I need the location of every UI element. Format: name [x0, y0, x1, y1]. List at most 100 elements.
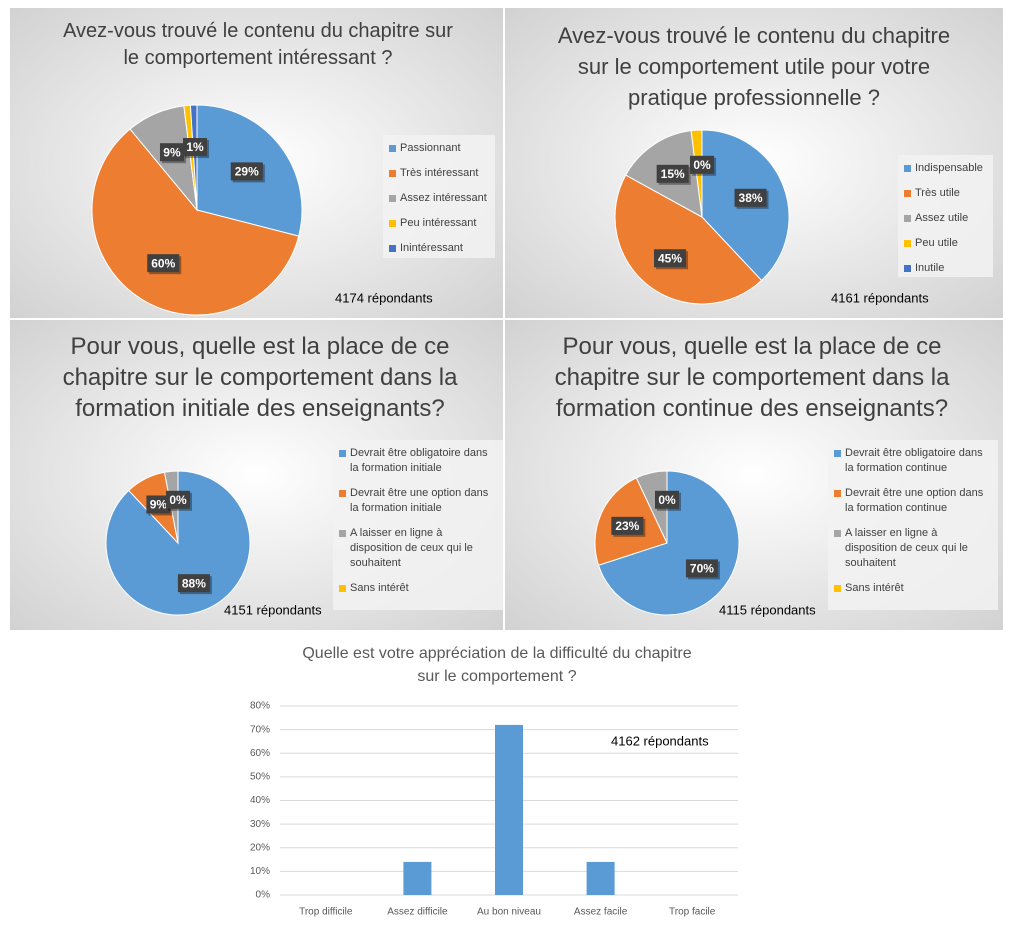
y-tick-label: 70%: [250, 724, 270, 735]
x-tick-label: Assez facile: [574, 907, 628, 918]
legend-swatch: [904, 165, 911, 172]
legend-label: Très intéressant: [400, 167, 479, 179]
data-label-box: [654, 249, 687, 268]
data-label: 0%: [169, 493, 187, 507]
data-label: 70%: [690, 562, 714, 576]
text-box: Avez-vous trouvé le contenu du chapitre …: [557, 23, 951, 110]
annotation: 4151 répondants: [224, 602, 322, 617]
legend-item: Sans intérêt: [339, 581, 497, 596]
text-box: Indispensable Très utile Assez utile Peu ut…: [898, 155, 993, 277]
legend-label: Assez intéressant: [400, 192, 487, 204]
x-tick-label: Trop difficile: [299, 907, 353, 918]
legend-item: Peu utile: [904, 236, 987, 251]
legend-label: A laisser en ligne à disposition de ceux…: [350, 527, 473, 569]
text-box: Pour vous, quelle est la place de ce cha…: [554, 333, 950, 422]
legend-swatch: [389, 170, 396, 177]
x-tick-label: Au bon niveau: [477, 907, 541, 918]
legend-item: A laisser en ligne à disposition de ceux…: [339, 526, 497, 571]
y-tick-label: 20%: [250, 842, 270, 853]
text-box: Passionnant Très intéressant Assez intéres…: [383, 135, 495, 258]
y-tick-label: 10%: [250, 866, 270, 877]
annotation: 4161 répondants: [831, 290, 929, 305]
data-label-box: [159, 143, 184, 162]
data-label-box: [655, 490, 679, 509]
bar: [403, 861, 432, 895]
legend-item: Indispensable: [904, 161, 987, 176]
y-tick-label: 80%: [250, 701, 270, 712]
data-label: 0%: [658, 493, 676, 507]
legend-label: Assez utile: [915, 212, 969, 224]
y-tick-label: 50%: [250, 772, 270, 783]
y-tick-label: 30%: [250, 819, 270, 830]
x-tick-label: Trop facile: [669, 907, 716, 918]
data-label-box: [734, 188, 767, 207]
pie-slice: [91, 128, 300, 316]
bar: [586, 861, 615, 895]
text-box: Devrait être obligatoire dans la formati…: [333, 440, 503, 610]
legend-label: Peu utile: [915, 237, 958, 249]
data-label-box: [230, 162, 263, 181]
legend-swatch: [389, 220, 396, 227]
legend-swatch: [904, 240, 911, 247]
chart-title: Avez-vous trouvé le contenu du chapitre …: [63, 20, 453, 69]
pie-slice: [614, 174, 763, 305]
data-label: 38%: [739, 191, 763, 205]
legend-swatch: [834, 450, 841, 457]
legend-item: Devrait être une option dans la formatio…: [834, 486, 992, 516]
legend-label: Passionnant: [400, 142, 461, 154]
legend-item: Très utile: [904, 186, 987, 201]
legend-item: Inintéressant: [389, 241, 489, 256]
data-label: 29%: [235, 165, 259, 179]
data-label-box: [177, 574, 210, 593]
text-box: Devrait être obligatoire dans la formati…: [828, 440, 998, 610]
legend-item: Passionnant: [389, 141, 489, 156]
legend-swatch: [339, 490, 346, 497]
legend-item: A laisser en ligne à disposition de ceux…: [834, 526, 992, 571]
data-label: 1%: [186, 140, 204, 154]
legend-label: Inutile: [915, 262, 945, 274]
legend: Passionnant Très intéressant Assez intéres…: [383, 135, 495, 258]
data-label: 23%: [615, 519, 639, 533]
legend-swatch: [389, 195, 396, 202]
y-tick-label: 60%: [250, 748, 270, 759]
bar: [495, 724, 523, 895]
annotation: 4115 répondants: [719, 602, 816, 617]
legend-item: Devrait être obligatoire dans la formati…: [339, 446, 497, 476]
data-label: 45%: [658, 251, 682, 265]
chart-title: Pour vous, quelle est la place de ce cha…: [62, 333, 458, 422]
data-label-box: [685, 559, 718, 578]
legend-item: Très intéressant: [389, 166, 489, 181]
legend-label: A laisser en ligne à disposition de ceux…: [845, 527, 968, 569]
legend-swatch: [904, 215, 911, 222]
legend-label: Sans intérêt: [845, 582, 904, 594]
data-label: 88%: [182, 576, 206, 590]
data-label-box: [690, 155, 714, 174]
data-label: 9%: [163, 145, 181, 159]
legend-label: Devrait être obligatoire dans la formati…: [350, 447, 488, 474]
data-label-box: [147, 254, 180, 273]
pie-slice: [189, 104, 198, 211]
legend-item: Assez intéressant: [389, 191, 489, 206]
data-label-box: [656, 164, 689, 183]
pie-slice: [597, 470, 740, 616]
legend-swatch: [904, 265, 911, 272]
legend-swatch: [389, 145, 396, 152]
data-label: 9%: [150, 498, 168, 512]
text-box: Pour vous, quelle est la place de ce cha…: [62, 333, 458, 422]
legend-item: Peu intéressant: [389, 216, 489, 231]
text-box: Quelle est votre appréciation de la diff…: [302, 645, 691, 685]
y-tick-label: 40%: [250, 795, 270, 806]
legend: Devrait être obligatoire dans la formati…: [828, 440, 998, 610]
data-label-box: [166, 490, 190, 509]
data-label: 15%: [661, 167, 685, 181]
chart-title: Pour vous, quelle est la place de ce cha…: [554, 333, 950, 422]
chart-title: Avez-vous trouvé le contenu du chapitre …: [557, 23, 951, 110]
legend-swatch: [339, 450, 346, 457]
legend-item: Inutile: [904, 261, 987, 276]
legend-label: Peu intéressant: [400, 217, 477, 229]
legend-item: Devrait être une option dans la formatio…: [339, 486, 497, 516]
legend-label: Devrait être obligatoire dans la formati…: [845, 447, 983, 474]
legend-swatch: [834, 530, 841, 537]
annotation: 4162 répondants: [611, 733, 709, 748]
